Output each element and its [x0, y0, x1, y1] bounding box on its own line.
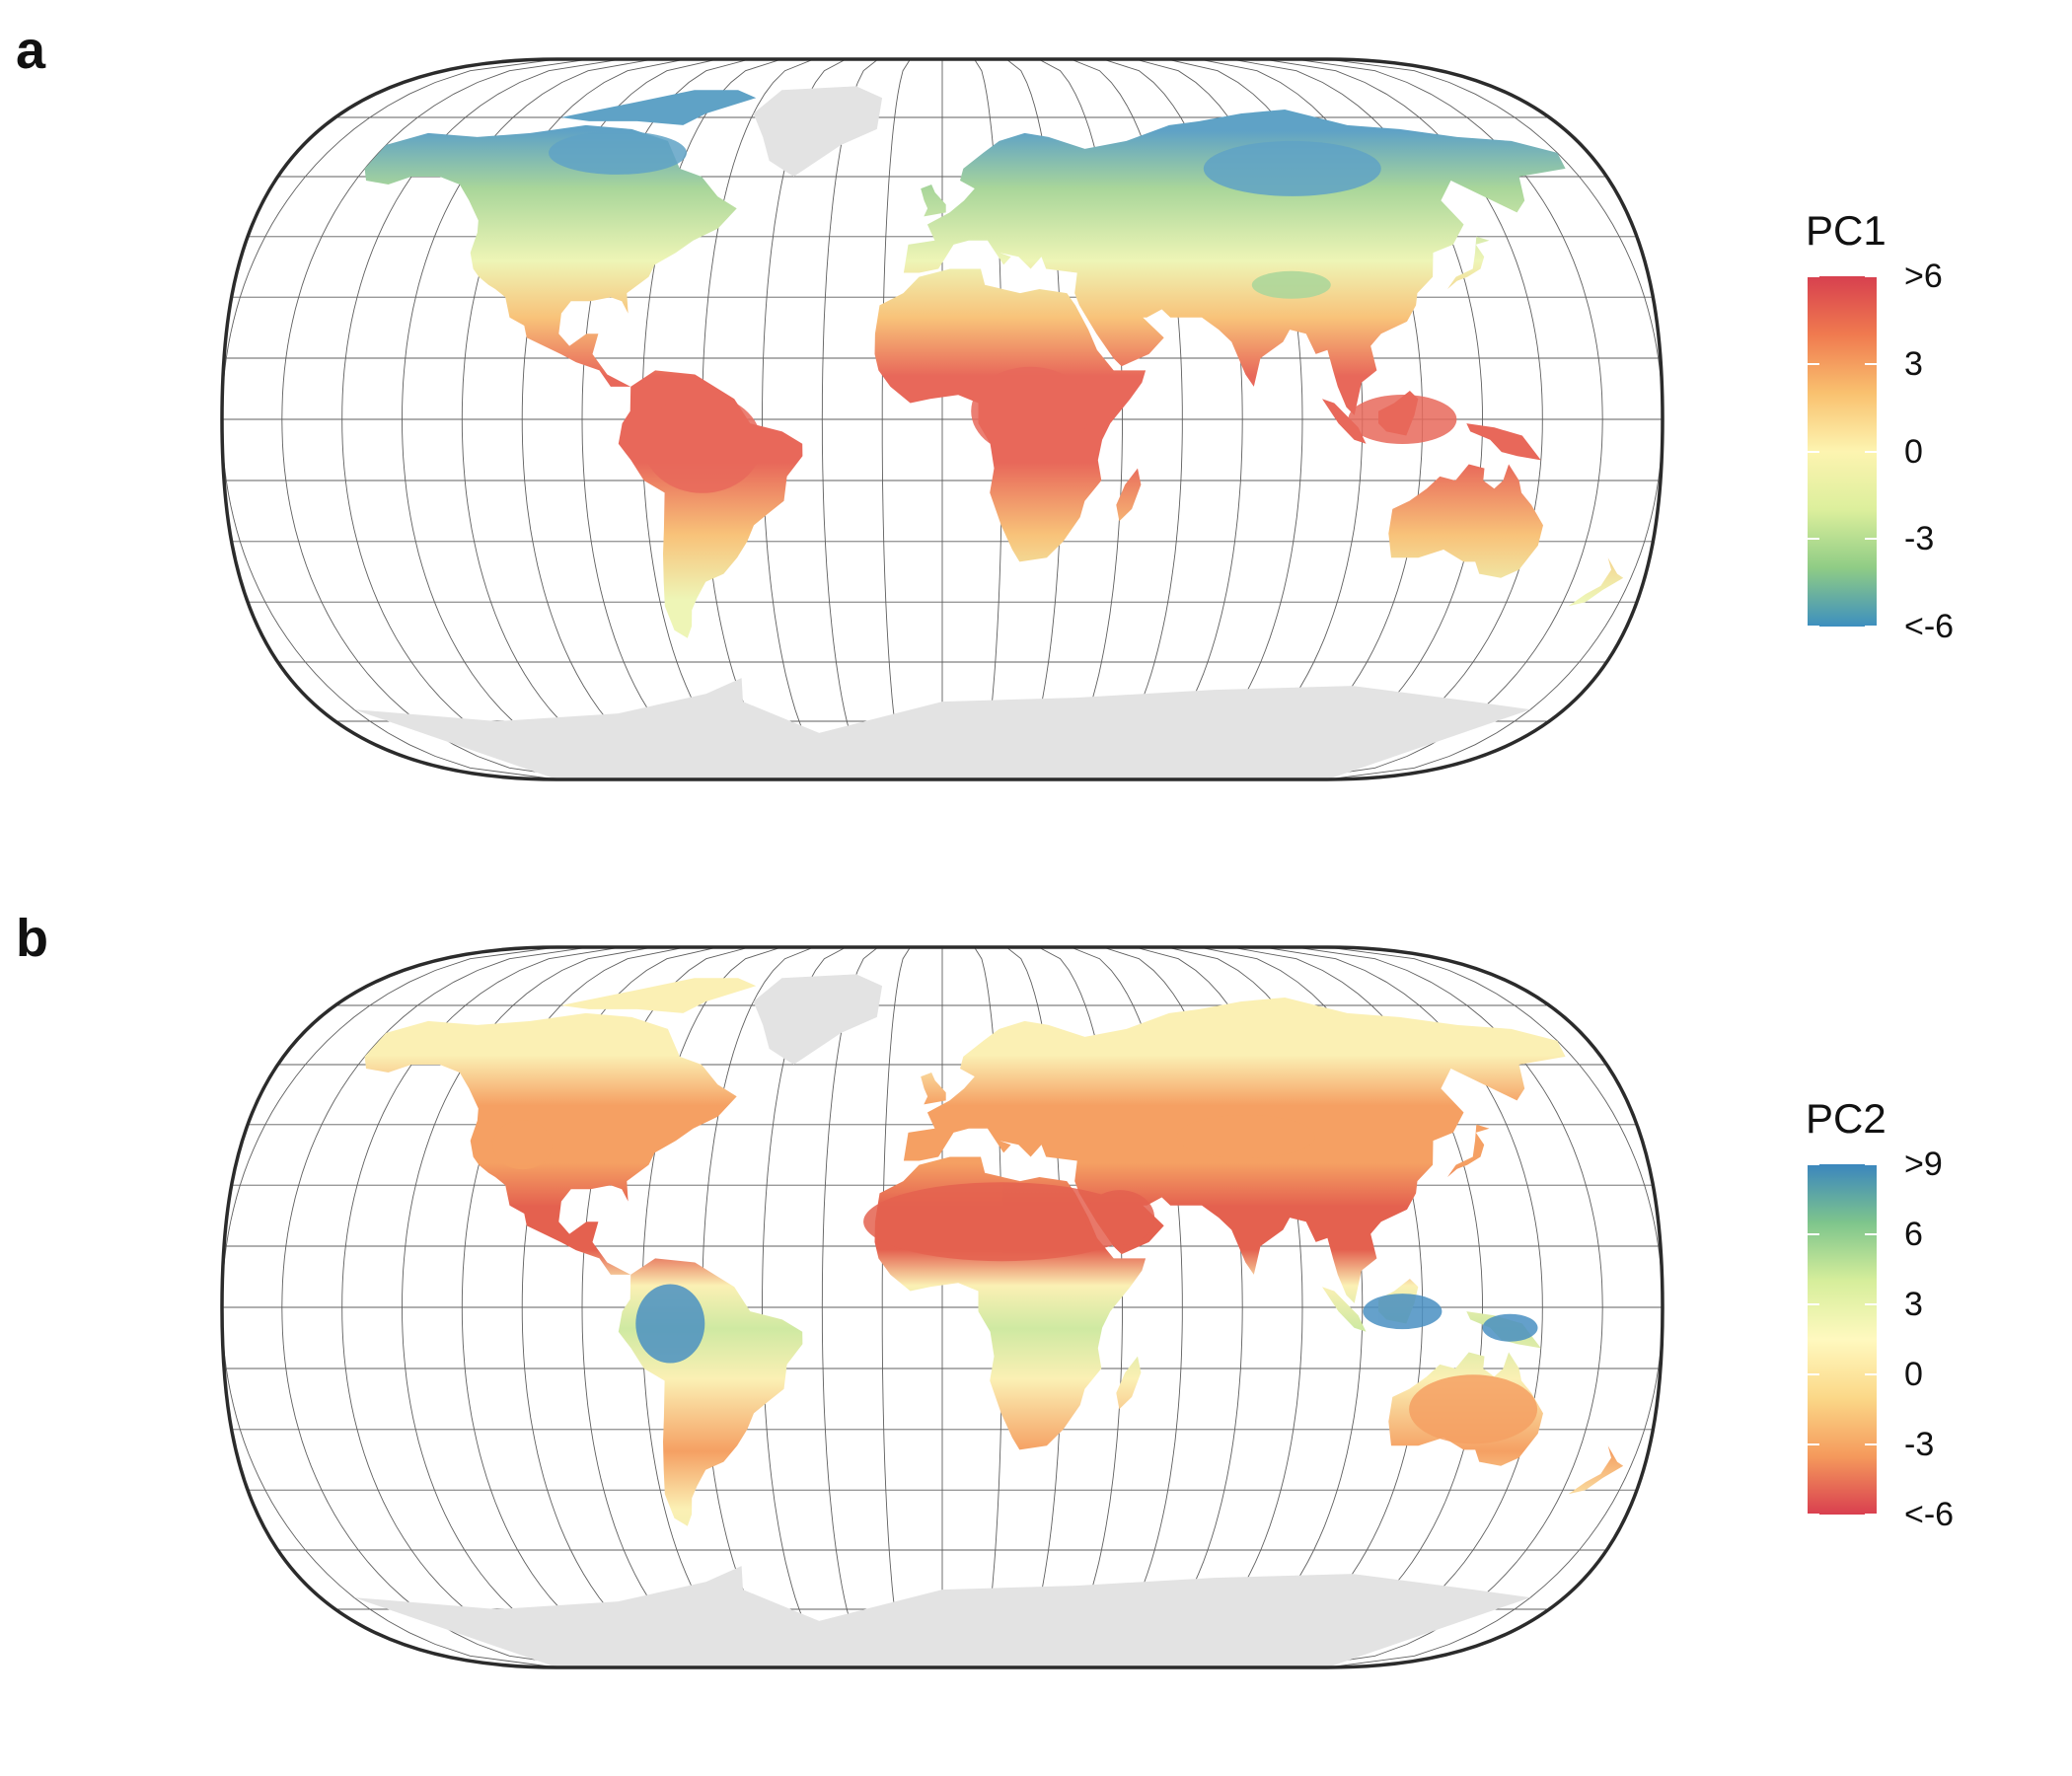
legend-tick-mark [1865, 1514, 1877, 1516]
legend-tick-mark [1865, 626, 1877, 628]
borneo-region [1363, 1294, 1443, 1330]
panel-letter-a: a [16, 21, 46, 80]
landmass-madagascar [1116, 468, 1142, 522]
legend-tick-label: 3 [1904, 344, 1923, 383]
landmass-australia [1388, 464, 1543, 578]
legend-tick-mark [1865, 1443, 1877, 1445]
legend-tick-label: 6 [1904, 1216, 1923, 1253]
landmass-greenland [753, 86, 883, 177]
legend-tick-mark [1865, 1233, 1877, 1235]
siberia-region [1203, 140, 1381, 196]
landmass-antarctica [353, 1566, 1531, 1667]
legend-title: PC1 [1806, 207, 1887, 254]
legend-tick-label: 0 [1904, 1356, 1923, 1393]
landmass-antarctica [353, 678, 1531, 779]
congo-region [971, 366, 1090, 456]
panel-b: b PC2 >9 6 3 0 -3 <-6 [0, 888, 2072, 1756]
legend-tick-label: >9 [1904, 1146, 1943, 1183]
legend-tick-mark [1865, 275, 1877, 277]
legend-tick-label: -3 [1904, 1426, 1935, 1463]
amazon-west-region [635, 1284, 705, 1364]
legend-tick-mark [1808, 275, 1819, 277]
maritime-asia-region [1348, 395, 1457, 444]
landmass-japan [1447, 1124, 1490, 1177]
legend-tick-label: <-6 [1904, 1496, 1955, 1533]
legend-tick-mark [1808, 1373, 1819, 1375]
legend-tick-label: 3 [1904, 1286, 1923, 1323]
panel-letter-b: b [16, 909, 48, 968]
landmass-newGuinea [1466, 423, 1541, 461]
legend-tick-mark [1865, 450, 1877, 453]
western-us-region [492, 1120, 553, 1170]
landmass-sumatra [1322, 399, 1367, 444]
legend-tick-label: 0 [1904, 432, 1923, 471]
legend-tick-label: -3 [1904, 520, 1935, 558]
legend-tick-mark [1808, 626, 1819, 628]
new-guinea-region [1482, 1313, 1538, 1342]
landmass-newZealand [1568, 557, 1624, 607]
landmass-arcticIslands [560, 90, 757, 125]
landmass-sumatra [1322, 1287, 1367, 1332]
world-map-pc2 [220, 945, 1665, 1669]
arabia-region [1085, 1190, 1155, 1246]
legend-tick-mark [1808, 450, 1819, 453]
legend-tick-mark [1865, 1303, 1877, 1305]
landmass-japan [1447, 236, 1490, 289]
legend-tick-mark [1808, 1303, 1819, 1305]
legend-tick-mark [1865, 1373, 1877, 1375]
landmass-scandinaviaBay [1005, 156, 1025, 185]
landmass-northAmerica [364, 124, 737, 387]
legend-tick-mark [1808, 1514, 1819, 1516]
legend-tick-mark [1808, 538, 1819, 541]
panel-a: a PC1 >6 3 0 -3 <-6 [0, 0, 2072, 868]
landmass-greenland [753, 974, 883, 1065]
map-outline [220, 945, 1665, 1669]
legend-tick-label: <-6 [1904, 608, 1955, 645]
legend-tick-mark [1865, 538, 1877, 541]
landmass-newZealand [1568, 1445, 1624, 1495]
landmass-britain [921, 185, 946, 217]
legend-title: PC2 [1806, 1095, 1887, 1142]
legend-tick-mark [1808, 362, 1819, 365]
australia-interior-region [1409, 1374, 1538, 1444]
legend-tick-label: >6 [1904, 258, 1943, 295]
landmass-arcticIslands [560, 978, 757, 1013]
central-asia-region [1176, 1115, 1315, 1158]
landmass-scandinaviaBay [1005, 1044, 1025, 1073]
legend-tick-mark [1808, 1233, 1819, 1235]
legend-tick-mark [1865, 362, 1877, 365]
landmass-eurasia [903, 110, 1566, 415]
landmass-madagascar [1116, 1356, 1142, 1410]
canada-north-region [549, 130, 687, 175]
legend-colorbar [1808, 1164, 1877, 1515]
landmass-britain [921, 1073, 946, 1105]
legend-tick-mark [1808, 1443, 1819, 1445]
tibet-region [1251, 270, 1331, 299]
world-map-pc1 [220, 57, 1665, 781]
legend-tick-mark [1808, 1163, 1819, 1165]
legend-tick-mark [1865, 1163, 1877, 1165]
sahara-region [863, 1182, 1141, 1262]
amazon-region [642, 394, 762, 493]
map-outline [220, 57, 1665, 781]
